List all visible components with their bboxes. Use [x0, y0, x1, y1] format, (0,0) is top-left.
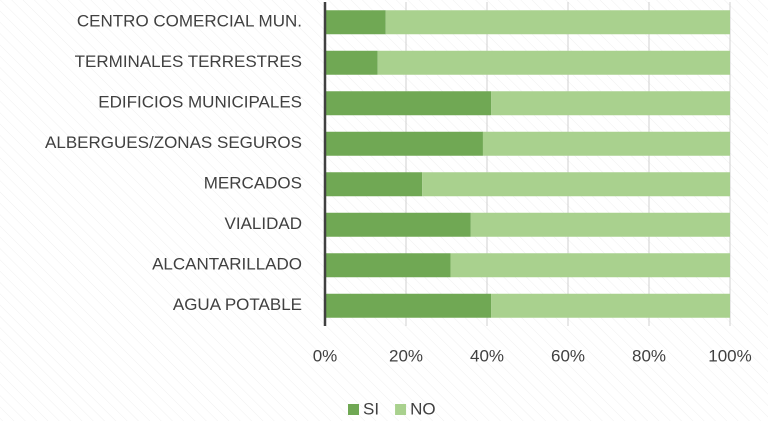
bar-segment — [325, 10, 386, 35]
y-tick-label: ALCANTARILLADO — [152, 255, 302, 274]
legend-label: NO — [410, 399, 436, 418]
bar-segment — [482, 131, 730, 156]
x-tick-label: 80% — [632, 346, 666, 365]
x-tick-label: 0% — [313, 346, 338, 365]
bar-segment — [450, 253, 730, 278]
bar-segment — [491, 293, 730, 318]
bar-segment — [325, 172, 423, 197]
y-tick-label: EDIFICIOS MUNICIPALES — [98, 93, 302, 112]
bar-segment — [325, 293, 492, 318]
x-tick-label: 20% — [389, 346, 423, 365]
x-tick-label: 60% — [551, 346, 585, 365]
y-tick-label: AGUA POTABLE — [173, 295, 302, 314]
legend-label: SI — [363, 399, 379, 418]
y-tick-label: VIALIDAD — [225, 214, 302, 233]
y-tick-label: TERMINALES TERRESTRES — [75, 52, 302, 71]
bar-segment — [385, 10, 730, 35]
bar-segment — [422, 172, 730, 197]
bar-segment — [470, 212, 730, 237]
x-tick-label: 40% — [470, 346, 504, 365]
bar-segment — [325, 91, 492, 116]
bar-segment — [491, 91, 730, 116]
x-tick-label: 100% — [708, 346, 751, 365]
bar-segment — [325, 212, 471, 237]
legend-swatch — [395, 404, 407, 415]
y-tick-label: CENTRO COMERCIAL MUN. — [77, 12, 302, 31]
y-tick-label: MERCADOS — [204, 174, 302, 193]
bar-segment — [325, 131, 483, 156]
y-tick-label: ALBERGUES/ZONAS SEGUROS — [45, 133, 302, 152]
legend-swatch — [348, 404, 359, 415]
bar-segment — [325, 253, 451, 278]
bar-segment — [325, 50, 378, 75]
bar-segment — [377, 50, 730, 75]
